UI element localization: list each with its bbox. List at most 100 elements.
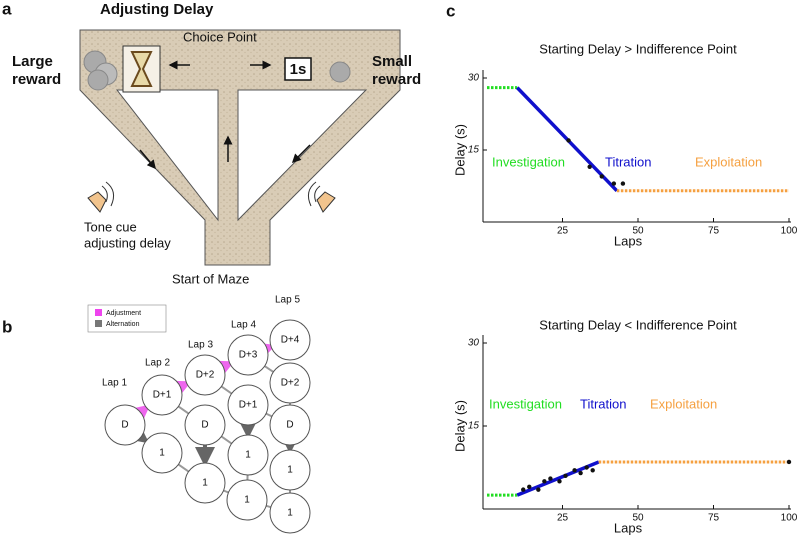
adjustment-arrow <box>163 380 192 404</box>
lap-label: Lap 3 <box>188 340 213 351</box>
node-label: 1 <box>202 478 208 489</box>
edge <box>264 365 274 373</box>
title: Adjusting Delay <box>100 1 214 18</box>
sound <box>101 181 115 207</box>
node-label: D+3 <box>239 350 258 361</box>
edge <box>223 489 229 494</box>
y-tick-label: 30 <box>468 338 480 349</box>
data-point <box>587 164 592 169</box>
edge <box>177 463 190 473</box>
x-tick-label: 75 <box>708 513 720 524</box>
adjustment-arrow <box>206 360 235 384</box>
node-label: D <box>121 420 128 431</box>
data-point <box>527 484 532 490</box>
x-axis-label: Laps <box>614 520 643 535</box>
node <box>141 374 183 416</box>
panel-a: a Adjusting Delay 1s Choice Point Large … <box>2 0 421 286</box>
node <box>269 404 311 446</box>
annotation: Titration <box>580 396 626 411</box>
node <box>269 362 311 404</box>
panel-label: b <box>2 317 12 336</box>
chart-title: Starting Delay > Indifference Point <box>539 41 737 56</box>
edge <box>220 385 233 395</box>
x-tick-label: 100 <box>781 513 798 524</box>
y-tick-label: 15 <box>468 421 480 432</box>
node <box>227 384 269 426</box>
node-label: D <box>286 420 293 431</box>
data-point <box>536 487 541 492</box>
data-point <box>578 470 583 476</box>
node <box>226 479 268 521</box>
node <box>184 462 226 504</box>
speaker <box>87 191 107 213</box>
node-label: D+4 <box>281 335 300 346</box>
node-label: D+1 <box>153 390 172 401</box>
legend-label: Alternation <box>106 321 140 328</box>
x-tick-label: 50 <box>632 513 644 524</box>
hourglass <box>130 51 153 87</box>
data-point <box>572 468 577 473</box>
data-point <box>620 181 626 186</box>
tone-cue: adjusting delay <box>84 235 171 250</box>
alternation-arrow <box>127 423 150 444</box>
panel-label: c <box>446 1 455 20</box>
edge <box>265 504 272 509</box>
legend-swatch <box>95 320 102 327</box>
small-reward: reward <box>372 71 421 88</box>
edge <box>265 412 273 418</box>
x-tick-label: 100 <box>781 226 798 237</box>
y-axis-label: Delay (s) <box>452 124 467 176</box>
adjustment-arrow <box>248 341 276 366</box>
data-point <box>557 479 562 484</box>
node <box>227 334 269 376</box>
lap-label: Lap 1 <box>102 378 127 389</box>
speaker <box>316 191 336 213</box>
x-tick-label: 50 <box>632 226 644 237</box>
node <box>184 404 226 446</box>
x-tick-label: 25 <box>557 513 569 524</box>
delay-box <box>284 57 312 81</box>
data-point <box>542 479 547 484</box>
chart-title: Starting Delay < Indifference Point <box>539 317 737 332</box>
annotation: Titration <box>605 154 651 169</box>
adjustment-arrow <box>123 404 151 430</box>
small-reward: Small <box>372 53 412 70</box>
node <box>227 434 269 476</box>
data-point <box>786 459 792 465</box>
node <box>184 354 226 396</box>
lap-label: Lap 2 <box>145 358 170 369</box>
node-label: 1 <box>287 465 293 476</box>
tone-cue: Tone cue <box>84 219 137 234</box>
data-point <box>599 174 604 179</box>
annotation: Exploitation <box>650 396 717 411</box>
node-label: D+2 <box>281 378 300 389</box>
node-label: 1 <box>159 448 165 459</box>
reward <box>329 61 351 83</box>
data-point <box>563 473 568 478</box>
arrow <box>139 149 156 170</box>
data-point <box>611 181 617 186</box>
node <box>269 319 311 361</box>
node-label: D <box>201 420 208 431</box>
data-point <box>584 465 589 470</box>
start: Start of Maze <box>172 271 249 286</box>
data-point <box>590 468 595 473</box>
large-reward: reward <box>12 71 61 88</box>
x-tick-label: 25 <box>557 226 569 237</box>
delay-text: 1s <box>290 61 307 78</box>
large-reward: Large <box>12 53 53 70</box>
panel-label: a <box>2 0 12 18</box>
node-label: D+1 <box>239 400 258 411</box>
node <box>269 492 311 534</box>
lap-label: Lap 5 <box>275 295 300 306</box>
legend-label: Adjustment <box>106 310 141 317</box>
node-label: D+2 <box>196 370 215 381</box>
x-axis-label: Laps <box>614 233 643 248</box>
node <box>269 449 311 491</box>
node-label: 1 <box>245 450 251 461</box>
y-tick-label: 15 <box>468 145 480 156</box>
arrow <box>291 144 311 164</box>
data-point <box>548 476 553 481</box>
y-tick-label: 30 <box>468 73 480 84</box>
node <box>104 404 146 446</box>
